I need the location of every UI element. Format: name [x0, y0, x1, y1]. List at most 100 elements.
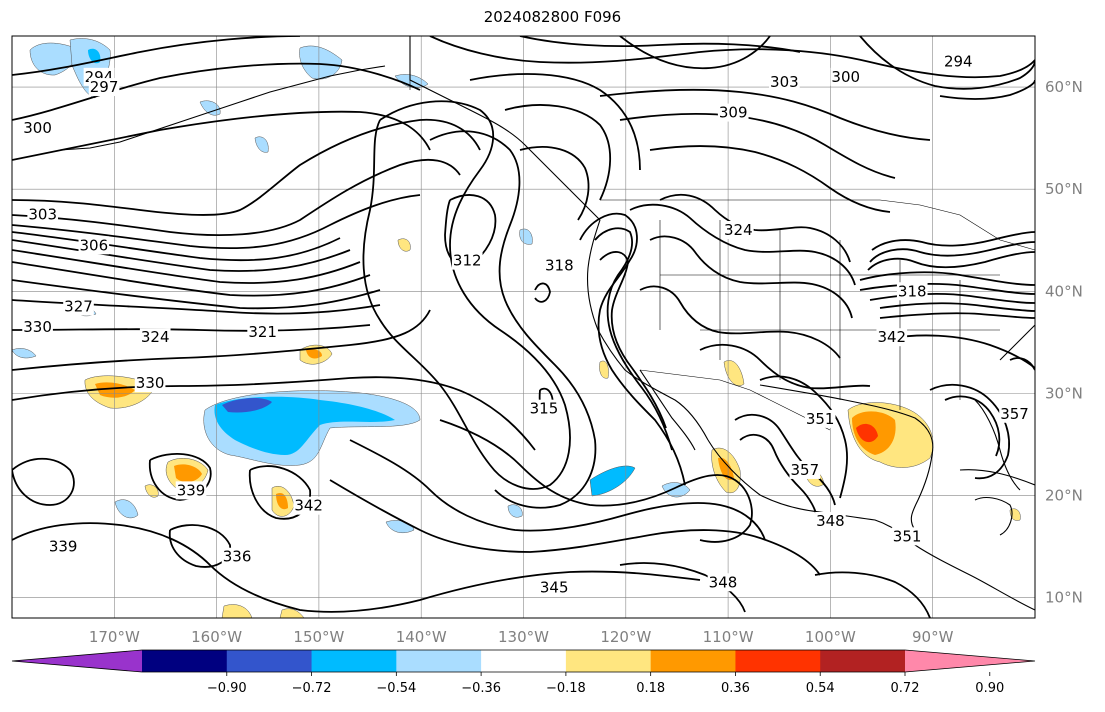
- contour-label-background: [63, 297, 94, 316]
- contour-label: 297: [90, 78, 119, 96]
- lon-tick-label: 120°W: [600, 628, 651, 646]
- contour-label-background: [789, 460, 821, 479]
- shade-positive-patch: [856, 423, 878, 443]
- map-frame: [11, 35, 1036, 619]
- colorbar-tick-label: 0.18: [636, 681, 665, 696]
- contour-line: [659, 193, 851, 263]
- lat-tick-label: 40°N: [1045, 282, 1083, 300]
- coastline-cuba: [959, 469, 1035, 486]
- contour-line: [12, 249, 361, 284]
- contour-label-background: [891, 527, 923, 546]
- border-us-canada: [600, 199, 1035, 251]
- coastline-baja: [639, 369, 696, 451]
- contour-label-background: [139, 328, 171, 347]
- contour-line: [12, 194, 421, 250]
- shade-positive-patch: [723, 360, 745, 386]
- contour-line: [12, 279, 381, 310]
- coastline-yucatan: [974, 496, 1013, 536]
- shade-negative-patch: [12, 348, 37, 359]
- contour-line: [12, 376, 536, 451]
- contour-label: 309: [719, 104, 748, 122]
- contour-line: [329, 479, 821, 576]
- shade-negative-patch: [589, 465, 636, 497]
- contour-label: 327: [64, 298, 93, 316]
- contour-line: [12, 36, 301, 76]
- colorbar-segment: [820, 650, 906, 672]
- contour-labels: 294 297 300 303 306 327 330 324 321 330 339 342 339 3…: [22, 52, 1030, 597]
- contour-line: [619, 113, 896, 179]
- contour-label-background: [999, 404, 1030, 423]
- shade-negative-patch: [214, 396, 395, 455]
- colorbar-segment: [565, 650, 652, 672]
- colorbar-segment: [142, 650, 228, 672]
- contour-label-background: [769, 72, 800, 91]
- contour-label: 300: [831, 68, 860, 86]
- contour-label-background: [942, 52, 974, 71]
- contour-line: [599, 89, 931, 141]
- colorbar-extend-min: [12, 650, 142, 672]
- contour-label: 300: [23, 119, 52, 137]
- figure-title: 2024082800 F096: [483, 8, 622, 26]
- coastlines: [59, 36, 1035, 611]
- coastline-alaska: [409, 36, 601, 221]
- shade-negative-patch: [299, 45, 343, 80]
- contour-label: 351: [893, 527, 922, 545]
- shade-positive-patch: [1009, 508, 1021, 521]
- contour-line: [12, 231, 341, 262]
- contour-label: 324: [724, 221, 753, 239]
- contour-label: 342: [877, 328, 906, 346]
- contour-label-background: [22, 118, 53, 137]
- coastline-aleutians: [59, 65, 386, 151]
- contour-line: [879, 312, 1035, 319]
- contour-line: [12, 261, 371, 297]
- contour-label: 306: [80, 236, 109, 254]
- shade-negative-patch: [114, 499, 139, 519]
- contour-label-background: [896, 282, 928, 301]
- contour-label-background: [78, 236, 110, 255]
- contour-label-background: [830, 67, 862, 86]
- contour-label-background: [707, 573, 739, 592]
- colorbar-segment: [735, 650, 821, 672]
- contour-line: [12, 522, 701, 613]
- contour-line: [869, 293, 1035, 304]
- shade-positive-patch: [276, 492, 288, 510]
- contour-line: [429, 36, 1035, 79]
- colorbar-segment: [481, 650, 567, 672]
- contour-label-background: [804, 409, 836, 428]
- contour-line: [639, 285, 841, 359]
- lon-tick-label: 90°W: [912, 628, 954, 646]
- shade-negative-patch: [199, 100, 221, 116]
- shade-negative-patch: [222, 398, 272, 413]
- coastline-east: [999, 324, 1035, 361]
- contour-label-background: [88, 78, 120, 97]
- coastline-mexico: [707, 439, 1035, 611]
- contour-line: [867, 251, 1035, 271]
- colorbar-segment: [311, 650, 397, 672]
- lon-tick-label: 170°W: [89, 628, 140, 646]
- contour-line: [534, 282, 551, 303]
- colorbar-tick-label: −0.36: [461, 681, 501, 696]
- contour-label: 303: [770, 73, 799, 91]
- contour-line: [12, 324, 371, 332]
- coastline-gulf: [759, 384, 934, 531]
- contour-label: 357: [1000, 405, 1029, 423]
- colorbar-segment: [226, 650, 313, 672]
- contour-line: [859, 271, 1035, 286]
- contour-label-background: [134, 374, 166, 393]
- shade-negative-patch: [385, 520, 415, 533]
- contour-label: 318: [545, 257, 574, 275]
- lat-tick-label: 60°N: [1045, 78, 1083, 96]
- contour-label-background: [543, 256, 575, 275]
- shade-negative-patch: [88, 48, 101, 64]
- contour-line: [12, 239, 351, 272]
- lon-tick-label: 150°W: [293, 628, 344, 646]
- contour-line: [814, 571, 931, 618]
- contour-line: [519, 146, 590, 221]
- contour-label: 315: [530, 400, 559, 418]
- shade-negative-patch: [507, 504, 523, 518]
- contour-label-background: [451, 251, 483, 270]
- contour-line: [869, 241, 1035, 263]
- shade-positive-patch: [397, 238, 411, 252]
- contour-label-background: [723, 221, 754, 239]
